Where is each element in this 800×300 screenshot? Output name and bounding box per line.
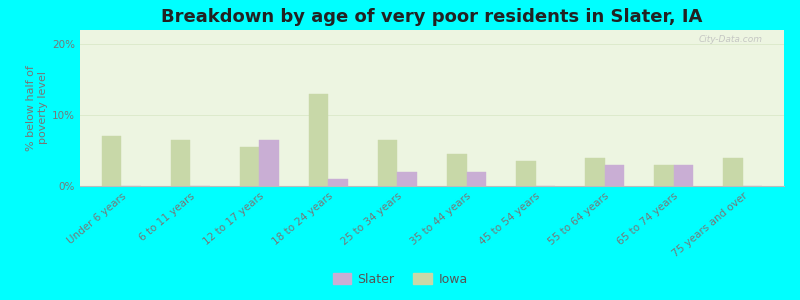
Text: City-Data.com: City-Data.com <box>699 35 763 44</box>
Bar <box>378 140 398 186</box>
Bar <box>447 154 466 186</box>
Bar <box>605 165 624 186</box>
Bar <box>398 172 417 186</box>
Title: Breakdown by age of very poor residents in Slater, IA: Breakdown by age of very poor residents … <box>162 8 702 26</box>
Bar <box>586 158 605 186</box>
Bar <box>259 140 278 186</box>
Bar <box>240 147 259 186</box>
Bar <box>102 136 122 186</box>
Bar <box>654 165 674 186</box>
Bar <box>309 94 329 186</box>
Bar <box>171 140 190 186</box>
Legend: Slater, Iowa: Slater, Iowa <box>327 268 473 291</box>
Bar <box>723 158 742 186</box>
Bar <box>466 172 486 186</box>
Bar <box>516 161 535 186</box>
Bar <box>674 165 693 186</box>
Bar <box>329 179 348 186</box>
Y-axis label: % below half of
poverty level: % below half of poverty level <box>26 65 48 151</box>
